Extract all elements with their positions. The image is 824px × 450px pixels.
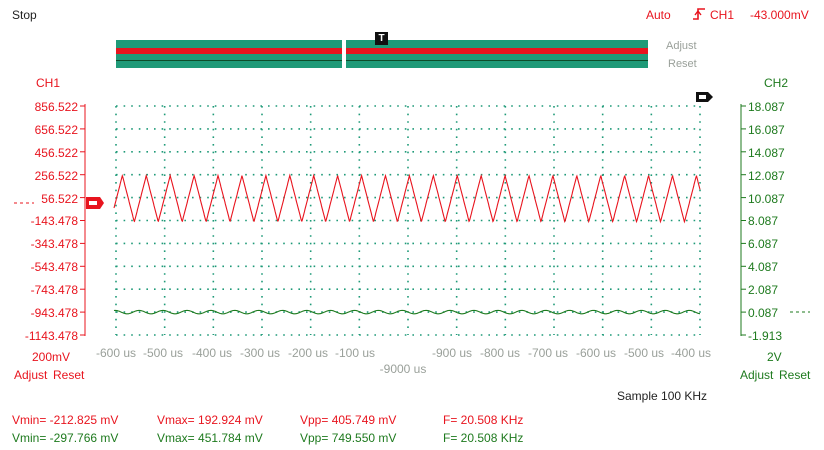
trigger-level-value[interactable]: -43.000mV (750, 8, 809, 22)
ch1-label: CH1 (36, 76, 61, 90)
ch2-reset-button[interactable]: Reset (779, 368, 811, 382)
time-tick-label: -300 us (239, 346, 281, 360)
ch1-axis-ticks (80, 105, 85, 336)
ch2-label: CH2 (764, 76, 789, 90)
ch2-tick-label: 14.087 (748, 146, 785, 160)
ch2-axis-ticks (741, 105, 746, 336)
time-tick-label: -200 us (287, 346, 329, 360)
time-tick-label: -900 us (431, 346, 473, 360)
ch1-reset-button[interactable]: Reset (53, 368, 85, 382)
overview-reset-button[interactable]: Reset (668, 58, 697, 70)
ch1-adjust-button[interactable]: Adjust (14, 368, 48, 382)
run-state-label[interactable]: Stop (12, 8, 37, 22)
sample-rate-label[interactable]: Sample 100 KHz (617, 389, 708, 403)
ch1-waveform-trace (113, 173, 701, 224)
ch1-tick-label: -343.478 (30, 237, 78, 251)
ch1-vmax-value: Vmax= 192.924 mV (157, 413, 263, 427)
ch1-tick-label: 256.522 (34, 169, 78, 183)
time-offset-label: -9000 us (379, 362, 427, 376)
ch2-tick-label: 8.087 (748, 214, 779, 228)
trigger-time-marker-icon[interactable]: T (375, 32, 388, 45)
plot-grid (115, 105, 701, 336)
ch2-scale-value[interactable]: 2V (767, 350, 782, 364)
ch1-vmin-value: Vmin= -212.825 mV (12, 413, 119, 427)
overview-ch2-trace (116, 60, 648, 61)
ch1-tick-label: 56.522 (41, 192, 78, 206)
trigger-edge-icon[interactable] (692, 6, 706, 22)
ch2-adjust-button[interactable]: Adjust (740, 368, 774, 382)
ch1-tick-label: -543.478 (30, 260, 78, 274)
trigger-mode-label[interactable]: Auto (646, 8, 671, 22)
ch1-tick-label: -143.478 (30, 214, 78, 228)
time-tick-label: -500 us (623, 346, 665, 360)
time-tick-label: -800 us (479, 346, 521, 360)
time-tick-label: -400 us (191, 346, 233, 360)
ch1-frequency-value: F= 20.508 KHz (443, 413, 524, 427)
ch2-tick-label: 6.087 (748, 237, 779, 251)
ch2-tick-label: 18.087 (748, 100, 785, 114)
time-tick-label: -700 us (527, 346, 569, 360)
overview-adjust-button[interactable]: Adjust (666, 40, 697, 52)
time-tick-label: -600 us (575, 346, 617, 360)
ch1-tick-label: -943.478 (30, 306, 78, 320)
ch2-waveform-trace (113, 309, 700, 315)
ch1-tick-label: 456.522 (34, 146, 78, 160)
ch1-scale-value[interactable]: 200mV (32, 350, 71, 364)
ch1-tick-label: 656.522 (34, 123, 78, 137)
ch2-vmin-value: Vmin= -297.766 mV (12, 431, 119, 445)
time-tick-label: -500 us (142, 346, 184, 360)
overview-window-marker[interactable] (342, 40, 346, 68)
time-tick-label: -600 us (95, 346, 137, 360)
ch2-tick-label: 0.087 (748, 306, 779, 320)
ch2-tick-label: 12.087 (748, 169, 785, 183)
ch1-vpp-value: Vpp= 405.749 mV (300, 413, 397, 427)
ch2-tick-label: 4.087 (748, 260, 779, 274)
ch2-vmax-value: Vmax= 451.784 mV (157, 431, 263, 445)
ch2-vpp-value: Vpp= 749.550 mV (300, 431, 397, 445)
ch1-tick-label: -743.478 (30, 283, 78, 297)
ch2-frequency-value: F= 20.508 KHz (443, 431, 524, 445)
time-tick-label: -400 us (670, 346, 712, 360)
time-tick-label: -100 us (334, 346, 376, 360)
ch2-tick-label: 10.087 (748, 192, 785, 206)
ch2-tick-label: -1.913 (748, 329, 783, 343)
ch1-tick-label: 856.522 (34, 100, 78, 114)
trigger-channel-label[interactable]: CH1 (710, 8, 735, 22)
ch2-tick-label: 2.087 (748, 283, 779, 297)
overview-ch1-trace (116, 48, 648, 54)
ch1-tick-label: -1143.478 (24, 329, 78, 343)
ch2-tick-label: 16.087 (748, 123, 785, 137)
